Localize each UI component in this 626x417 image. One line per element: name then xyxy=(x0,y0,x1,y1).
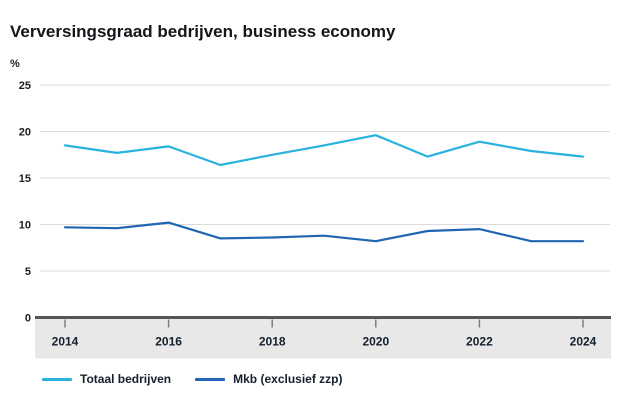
x-axis-tick-label: 2020 xyxy=(362,335,389,349)
y-axis-tick-label: 20 xyxy=(19,127,31,139)
chart-title: Verversingsgraad bedrijven, business eco… xyxy=(10,22,396,41)
y-axis-tick-label: 15 xyxy=(19,173,31,185)
x-axis-tick-label: 2018 xyxy=(259,335,286,349)
series-line-totaal-bedrijven xyxy=(63,134,585,167)
series-line-mkb-exclusief-zzp xyxy=(63,221,585,243)
legend-label: Mkb (exclusief zzp) xyxy=(233,372,343,386)
x-axis-tick-label: 2014 xyxy=(52,335,79,349)
legend-label: Totaal bedrijven xyxy=(80,372,172,386)
x-axis-tick-label: 2024 xyxy=(570,335,597,349)
x-axis-band xyxy=(35,318,611,359)
y-axis-tick-label: 10 xyxy=(19,220,31,232)
x-axis-tick-label: 2022 xyxy=(466,335,493,349)
legend-item-mkb: Mkb (exclusief zzp) xyxy=(195,372,343,386)
y-axis-unit-label: % xyxy=(10,58,20,70)
legend-swatch-totaal-bedrijven xyxy=(42,377,72,381)
y-axis-tick-label: 25 xyxy=(19,80,31,92)
legend-swatch-mkb xyxy=(195,377,226,381)
y-axis-tick-label: 0 xyxy=(25,313,31,325)
y-axis-tick-label: 5 xyxy=(25,266,31,278)
legend-item-totaal-bedrijven: Totaal bedrijven xyxy=(42,372,171,386)
x-axis-tick-label: 2016 xyxy=(155,335,182,349)
chart-legend: Totaal bedrijven Mkb (exclusief zzp) xyxy=(42,372,343,386)
